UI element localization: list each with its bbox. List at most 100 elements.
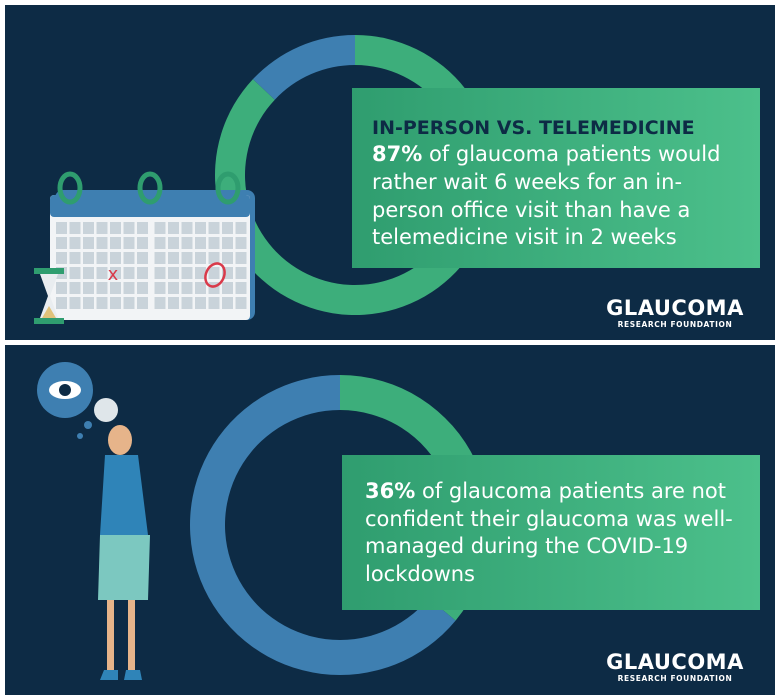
calendar-cell bbox=[235, 297, 247, 309]
calendar-cell bbox=[154, 222, 166, 234]
calendar-cell bbox=[137, 297, 148, 309]
calendar-illustration: x bbox=[50, 171, 255, 320]
calendar-cell bbox=[222, 297, 233, 309]
calendar-cell bbox=[208, 237, 220, 249]
calendar-cell bbox=[83, 267, 94, 279]
hourglass-illustration bbox=[34, 268, 64, 324]
calendar-cell bbox=[168, 297, 179, 309]
calendar-cell bbox=[168, 267, 179, 279]
svg-text:x: x bbox=[108, 264, 119, 285]
calendar-cell bbox=[222, 267, 233, 279]
logo: GLAUCOMA RESEARCH FOUNDATION bbox=[600, 650, 750, 683]
calendar-cell bbox=[195, 297, 206, 309]
calendar-cell bbox=[168, 252, 179, 264]
calendar-cell bbox=[154, 267, 166, 279]
calendar-cell bbox=[195, 237, 206, 249]
calendar-cell bbox=[222, 222, 233, 234]
highlight: 36% bbox=[365, 479, 416, 503]
calendar-cell bbox=[154, 237, 166, 249]
body-text: of glaucoma patients are not confident t… bbox=[365, 479, 733, 587]
calendar-cell bbox=[123, 222, 135, 234]
calendar-cell bbox=[83, 237, 94, 249]
calendar-cell bbox=[83, 222, 94, 234]
calendar-cell bbox=[195, 222, 206, 234]
calendar-cell bbox=[208, 222, 220, 234]
calendar-cell bbox=[181, 252, 193, 264]
caption: IN-PERSON VS. TELEMEDICINE 87% of glauco… bbox=[372, 116, 752, 252]
calendar-cell bbox=[168, 237, 179, 249]
text-band bbox=[342, 455, 760, 610]
logo-name: GLAUCOMA bbox=[606, 296, 744, 320]
caption: 36% of glaucoma patients are not confide… bbox=[365, 478, 735, 589]
calendar-cell bbox=[69, 237, 81, 249]
calendar-cell bbox=[96, 282, 108, 294]
calendar-cell bbox=[83, 252, 94, 264]
calendar-cell bbox=[56, 222, 67, 234]
calendar-cell bbox=[96, 267, 108, 279]
text-band bbox=[352, 88, 760, 268]
calendar-cell bbox=[181, 237, 193, 249]
donut-segment bbox=[189, 375, 456, 675]
logo-tagline: RESEARCH FOUNDATION bbox=[617, 320, 733, 329]
calendar-cell bbox=[96, 297, 108, 309]
body-text: of glaucoma patients would rather wait 6… bbox=[372, 142, 721, 250]
calendar-cell bbox=[56, 297, 67, 309]
logo-name: GLAUCOMA bbox=[606, 650, 744, 674]
calendar-cell bbox=[69, 252, 81, 264]
calendar-cell bbox=[154, 252, 166, 264]
calendar-cell bbox=[154, 297, 166, 309]
calendar-cell bbox=[154, 282, 166, 294]
calendar-cell bbox=[69, 222, 81, 234]
calendar-cell bbox=[83, 282, 94, 294]
calendar-cell bbox=[123, 282, 135, 294]
calendar-cell bbox=[208, 252, 220, 264]
calendar-cell bbox=[235, 282, 247, 294]
calendar-cell bbox=[56, 237, 67, 249]
calendar-cell bbox=[56, 252, 67, 264]
calendar-cell bbox=[137, 267, 148, 279]
calendar-cell bbox=[96, 237, 108, 249]
calendar-cell bbox=[181, 267, 193, 279]
calendar-cell bbox=[137, 237, 148, 249]
calendar-cell bbox=[137, 282, 148, 294]
calendar-cell bbox=[110, 297, 121, 309]
calendar-cell bbox=[123, 297, 135, 309]
calendar-cell bbox=[96, 252, 108, 264]
calendar-cell bbox=[181, 297, 193, 309]
calendar-cell bbox=[222, 282, 233, 294]
calendar-cell bbox=[208, 282, 220, 294]
calendar-cell bbox=[123, 237, 135, 249]
person-illustration bbox=[37, 362, 150, 680]
calendar-cell bbox=[83, 297, 94, 309]
calendar-cell bbox=[137, 222, 148, 234]
calendar-cell bbox=[110, 252, 121, 264]
calendar-cell bbox=[195, 282, 206, 294]
calendar-cell bbox=[110, 222, 121, 234]
donut-segment bbox=[252, 35, 355, 100]
calendar-cell bbox=[208, 297, 220, 309]
calendar-cell bbox=[235, 222, 247, 234]
calendar-cell bbox=[110, 282, 121, 294]
calendar-cell bbox=[56, 282, 67, 294]
calendar-cell bbox=[110, 237, 121, 249]
calendar-cell bbox=[181, 282, 193, 294]
calendar-cell bbox=[235, 267, 247, 279]
title: IN-PERSON VS. TELEMEDICINE bbox=[372, 117, 695, 139]
calendar-cell bbox=[195, 267, 206, 279]
calendar-cell bbox=[181, 222, 193, 234]
calendar-cell bbox=[123, 267, 135, 279]
calendar-cell bbox=[235, 237, 247, 249]
highlight: 87% bbox=[372, 142, 423, 167]
calendar-cell bbox=[195, 252, 206, 264]
calendar-cell bbox=[96, 222, 108, 234]
logo: GLAUCOMA RESEARCH FOUNDATION bbox=[600, 296, 750, 329]
calendar-cell bbox=[222, 252, 233, 264]
calendar-cell bbox=[69, 282, 81, 294]
calendar-cell bbox=[69, 297, 81, 309]
calendar-cell bbox=[222, 237, 233, 249]
calendar-cell bbox=[168, 222, 179, 234]
calendar-cell bbox=[235, 252, 247, 264]
calendar-cell bbox=[123, 252, 135, 264]
calendar-cell bbox=[69, 267, 81, 279]
